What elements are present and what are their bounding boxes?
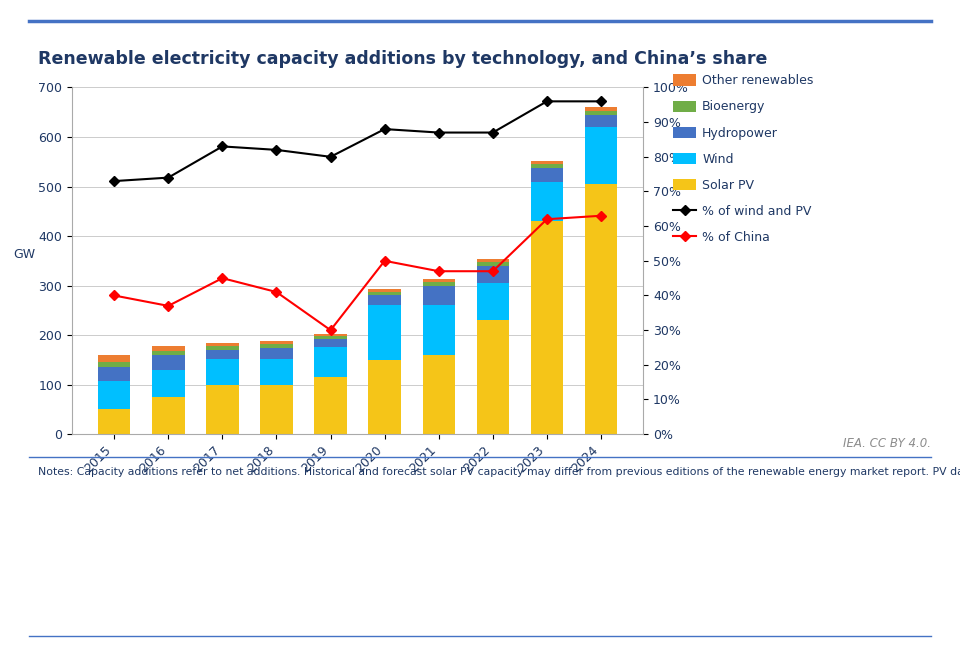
Bar — [206, 359, 239, 385]
Bar — [152, 370, 184, 397]
Bar — [152, 397, 184, 434]
Bar — [206, 385, 239, 434]
Bar — [314, 336, 347, 338]
Text: IEA. CC BY 4.0.: IEA. CC BY 4.0. — [843, 437, 931, 450]
Bar — [422, 355, 455, 434]
Text: Renewable electricity capacity additions by technology, and China’s share: Renewable electricity capacity additions… — [38, 50, 768, 68]
Bar — [585, 115, 617, 127]
Bar — [585, 184, 617, 434]
Bar — [531, 161, 564, 164]
Bar — [531, 221, 564, 434]
Bar — [206, 350, 239, 359]
Bar — [369, 360, 401, 434]
Bar — [476, 259, 509, 262]
Bar — [585, 107, 617, 111]
Bar — [314, 377, 347, 434]
Bar — [369, 292, 401, 295]
Bar — [314, 334, 347, 336]
Bar — [98, 362, 131, 367]
Bar — [531, 181, 564, 221]
Bar — [476, 283, 509, 320]
Bar — [369, 305, 401, 360]
Bar — [476, 262, 509, 266]
Bar — [585, 111, 617, 115]
Bar — [98, 410, 131, 434]
Legend: Other renewables, Bioenergy, Hydropower, Wind, Solar PV, % of wind and PV, % of : Other renewables, Bioenergy, Hydropower,… — [674, 75, 813, 244]
Bar — [314, 338, 347, 347]
Bar — [314, 347, 347, 377]
Text: Notes: Capacity additions refer to net additions. Historical and forecast solar : Notes: Capacity additions refer to net a… — [38, 467, 960, 476]
Bar — [98, 380, 131, 410]
Bar — [422, 286, 455, 305]
Bar — [206, 343, 239, 346]
Bar — [585, 127, 617, 184]
Bar — [476, 266, 509, 283]
Bar — [260, 385, 293, 434]
Bar — [152, 346, 184, 351]
Bar — [369, 289, 401, 292]
Bar — [98, 355, 131, 362]
Bar — [476, 320, 509, 434]
Bar — [531, 164, 564, 168]
Bar — [369, 295, 401, 305]
Bar — [152, 355, 184, 370]
Y-axis label: GW: GW — [13, 248, 36, 261]
Bar — [206, 346, 239, 350]
Bar — [422, 305, 455, 355]
Bar — [260, 341, 293, 344]
Bar — [531, 168, 564, 181]
Bar — [260, 344, 293, 348]
Bar — [260, 348, 293, 359]
Bar — [152, 351, 184, 355]
Bar — [422, 279, 455, 282]
Bar — [98, 367, 131, 380]
Bar — [422, 282, 455, 286]
Bar — [260, 359, 293, 385]
